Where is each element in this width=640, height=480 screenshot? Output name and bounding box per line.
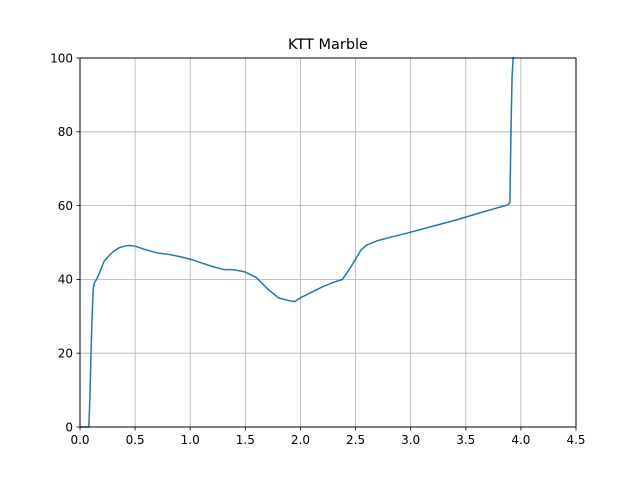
x-tick-label: 3.5 <box>456 433 475 447</box>
x-tick-label: 2.5 <box>346 433 365 447</box>
y-tick-label: 80 <box>58 125 73 139</box>
x-tick-label: 4.0 <box>511 433 530 447</box>
x-tick-label: 1.0 <box>181 433 200 447</box>
x-tick-label: 3.0 <box>401 433 420 447</box>
y-axis: 0 20 40 60 80 100 <box>50 51 80 434</box>
y-tick-label: 0 <box>65 420 73 434</box>
x-axis: 0.0 0.5 1.0 1.5 2.0 2.5 3.0 3.5 4.0 4.5 <box>70 427 586 447</box>
y-tick-label: 100 <box>50 51 73 65</box>
y-tick-label: 40 <box>58 273 73 287</box>
y-tick-label: 20 <box>58 347 73 361</box>
x-tick-label: 4.5 <box>566 433 585 447</box>
y-tick-label: 60 <box>58 199 73 213</box>
chart-title: KTT Marble <box>288 37 368 53</box>
x-tick-label: 0.0 <box>70 433 89 447</box>
x-tick-label: 2.0 <box>291 433 310 447</box>
plot-frame <box>79 57 577 428</box>
x-tick-label: 1.5 <box>236 433 255 447</box>
x-tick-label: 0.5 <box>126 433 145 447</box>
series-group <box>79 57 514 428</box>
series-line-0 <box>79 57 514 428</box>
